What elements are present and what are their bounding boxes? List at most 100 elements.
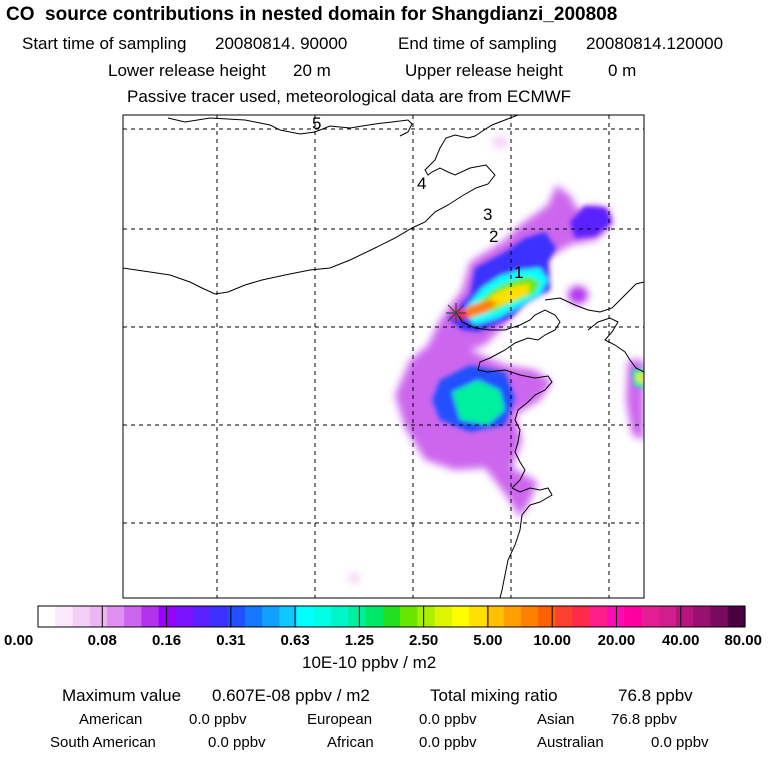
colorbar-swatch	[624, 606, 643, 627]
colorbar-swatch	[469, 606, 487, 627]
colorbar-swatch	[538, 606, 556, 627]
colorbar-tick-label: 5.00	[473, 632, 502, 649]
region-european-value: 0.0 ppbv	[419, 711, 477, 728]
max-value: 0.607E-08 ppbv / m2	[212, 686, 370, 705]
colorbar-swatch	[503, 606, 522, 627]
region-australian-value: 0.0 ppbv	[651, 734, 709, 751]
contour-label-4: 4	[417, 174, 426, 193]
start-time-value: 20080814. 90000	[215, 34, 348, 53]
total-mixing-value: 76.8 ppbv	[618, 686, 693, 705]
upper-release-label: Upper release height	[405, 61, 563, 80]
region-american-label: American	[79, 711, 143, 728]
plume-small-blob	[568, 286, 588, 304]
colorbar-swatch	[72, 606, 91, 627]
colorbar-swatch	[417, 606, 436, 627]
colorbar-tick-label: 40.00	[662, 632, 700, 649]
contour-label-5: 5	[312, 114, 321, 133]
region-asian-label: Asian	[537, 711, 575, 728]
colorbar-swatch	[158, 606, 177, 627]
colorbar-swatch	[313, 606, 332, 627]
contour-label-3: 3	[483, 205, 492, 224]
region-australian-label: Australian	[537, 734, 604, 751]
colorbar-swatch	[227, 606, 246, 627]
plume-right-edge-yellow	[636, 373, 644, 383]
coastlines	[123, 115, 644, 598]
colorbar-swatch	[400, 606, 418, 627]
colorbar-swatch	[262, 606, 281, 627]
colorbar-swatch	[658, 606, 677, 627]
region-south-american-label: South American	[50, 734, 156, 751]
region-south-american-value: 0.0 ppbv	[208, 734, 266, 751]
colorbar-tick-label: 1.25	[345, 632, 374, 649]
colorbar-swatch	[279, 606, 298, 627]
colorbar-tick-label: 0.31	[216, 632, 245, 649]
colorbar-swatch	[193, 606, 212, 627]
colorbar-swatch	[348, 606, 367, 627]
contour-label-2: 2	[489, 227, 498, 246]
colorbar-swatch	[693, 606, 712, 627]
colorbar-swatch	[555, 606, 574, 627]
colorbar-swatch	[89, 606, 108, 627]
colorbar-swatch	[55, 606, 74, 627]
colorbar-swatches	[38, 606, 746, 627]
colorbar-unit: 10E-10 ppbv / m2	[302, 653, 437, 672]
max-value-label: Maximum value	[62, 686, 182, 705]
end-time-value: 20080814.120000	[586, 34, 724, 53]
region-american-value: 0.0 ppbv	[189, 711, 247, 728]
plume-bottom-speck	[348, 573, 360, 583]
colorbar-swatch	[486, 606, 505, 627]
colorbar-swatch	[710, 606, 729, 627]
colorbar-swatch	[727, 606, 746, 627]
plume-blue-upper	[570, 206, 612, 238]
upper-release-value: 0 m	[608, 61, 637, 80]
colorbar-swatch	[382, 606, 401, 627]
colorbar-tick-label: 80.00	[724, 632, 762, 649]
colorbar-swatch	[296, 606, 315, 627]
start-time-label: Start time of sampling	[22, 34, 187, 53]
colorbar-swatch	[210, 606, 229, 627]
site-marker	[446, 303, 466, 323]
tracer-note: Passive tracer used, meteorological data…	[127, 87, 572, 106]
lower-release-value: 20 m	[293, 61, 331, 80]
colorbar-tick-label: 0.63	[280, 632, 309, 649]
colorbar-swatch	[572, 606, 591, 627]
lat-lon-grid	[123, 115, 644, 598]
plume-outer-violet	[395, 185, 612, 518]
colorbar-swatch	[451, 606, 470, 627]
colorbar-swatch	[641, 606, 660, 627]
colorbar-ticks	[37, 606, 746, 627]
plume-orange	[458, 300, 498, 318]
colorbar-swatch	[520, 606, 539, 627]
colorbar-tick-label: 20.00	[598, 632, 636, 649]
colorbar-tick-label: 0.00	[4, 632, 33, 649]
end-time-label: End time of sampling	[398, 34, 557, 53]
colorbar-swatch	[38, 606, 56, 627]
lower-release-label: Lower release height	[108, 61, 266, 80]
colorbar-swatch	[141, 606, 160, 627]
plot-title: CO source contributions in nested domain…	[6, 4, 618, 25]
colorbar-tick-label: 10.00	[533, 632, 571, 649]
plume-cyan-south	[452, 380, 505, 425]
colorbar-swatch	[589, 606, 608, 627]
colorbar-tick-label: 0.16	[152, 632, 181, 649]
region-asian-value: 76.8 ppbv	[611, 711, 677, 728]
colorbar-swatch	[106, 606, 125, 627]
region-african-label: African	[327, 734, 374, 751]
colorbar-swatch	[175, 606, 194, 627]
colorbar-swatch	[434, 606, 453, 627]
region-african-value: 0.0 ppbv	[419, 734, 477, 751]
plume-top-speck	[492, 136, 508, 148]
region-european-label: European	[307, 711, 373, 728]
colorbar-swatch	[331, 606, 349, 627]
colorbar-tick-label: 0.08	[88, 632, 117, 649]
colorbar-swatch	[124, 606, 143, 627]
contour-label-1: 1	[514, 263, 523, 282]
colorbar-swatch	[676, 606, 694, 627]
total-mixing-label: Total mixing ratio	[430, 686, 558, 705]
colorbar-tick-label: 2.50	[409, 632, 438, 649]
map-frame	[122, 114, 645, 599]
colorbar-swatch	[365, 606, 384, 627]
plume-field	[348, 136, 644, 583]
